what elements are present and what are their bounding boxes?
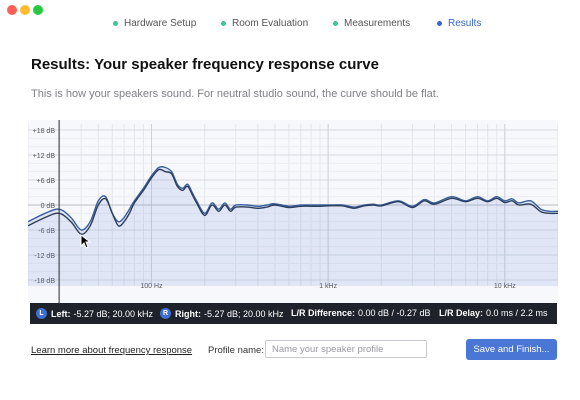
- step-done-dot-icon: [113, 21, 118, 26]
- zoom-window-button[interactable]: [33, 5, 43, 15]
- response-area-fill: [28, 167, 558, 286]
- right-readout: R Right: -5.27 dB; 20.00 kHz: [160, 308, 284, 319]
- diff-label: L/R Difference:: [291, 308, 356, 318]
- left-value: -5.27 dB; 20.00 kHz: [73, 308, 154, 319]
- left-readout: L Left: -5.27 dB; 20.00 kHz: [36, 308, 153, 319]
- y-tick-label: -18 dB: [34, 278, 55, 285]
- chart-svg[interactable]: +18 dB +12 dB +6 dB 0 dB -6 dB -12 dB -18 dB 10…: [28, 120, 558, 303]
- y-tick-label: -12 dB: [34, 253, 55, 260]
- lr-delay-readout: L/R Delay: 0.0 ms / 2.2 ms: [439, 308, 548, 318]
- y-tick-label: +12 dB: [33, 153, 56, 160]
- step-label: Hardware Setup: [124, 18, 197, 29]
- wizard-steps: Hardware Setup Room Evaluation Measureme…: [0, 18, 580, 34]
- step-label: Measurements: [344, 18, 411, 29]
- step-label: Room Evaluation: [232, 18, 309, 29]
- step-done-dot-icon: [221, 21, 226, 26]
- lr-difference-readout: L/R Difference: 0.00 dB / -0.27 dB: [291, 308, 431, 318]
- left-channel-badge: L: [36, 308, 47, 319]
- step-room-evaluation[interactable]: Room Evaluation: [221, 18, 308, 29]
- x-tick-label: 10 kHz: [494, 283, 516, 290]
- step-results[interactable]: Results: [437, 18, 481, 29]
- title-bar: [0, 0, 580, 22]
- close-window-button[interactable]: [7, 5, 17, 15]
- step-active-dot-icon: [437, 21, 442, 26]
- page-subtitle: This is how your speakers sound. For neu…: [31, 88, 439, 100]
- step-label: Results: [448, 18, 482, 29]
- profile-name-label: Profile name:: [208, 345, 264, 356]
- step-measurements[interactable]: Measurements: [333, 18, 410, 29]
- page-title: Results: Your speaker frequency response…: [31, 56, 379, 73]
- y-tick-label: +18 dB: [33, 128, 56, 135]
- mouse-pointer-icon: [80, 234, 92, 249]
- delay-value: 0.0 ms / 2.2 ms: [486, 308, 548, 318]
- x-tick-label: 1 kHz: [319, 283, 337, 290]
- minimize-window-button[interactable]: [20, 5, 30, 15]
- right-value: -5.27 dB; 20.00 kHz: [204, 308, 284, 319]
- series-line-left: [28, 166, 558, 231]
- readout-bar: L Left: -5.27 dB; 20.00 kHz R Right: -5.…: [30, 303, 557, 324]
- step-done-dot-icon: [333, 21, 338, 26]
- right-label: Right:: [175, 308, 201, 319]
- step-hardware-setup[interactable]: Hardware Setup: [113, 18, 196, 29]
- y-tick-label: +6 dB: [37, 178, 56, 185]
- diff-value: 0.00 dB / -0.27 dB: [358, 308, 431, 318]
- profile-name-input[interactable]: [265, 340, 427, 358]
- left-label: Left:: [51, 308, 71, 319]
- series-line-right: [28, 168, 558, 235]
- right-channel-badge: R: [160, 308, 171, 319]
- frequency-response-chart[interactable]: +18 dB +12 dB +6 dB 0 dB -6 dB -12 dB -18 dB 10…: [28, 120, 558, 303]
- learn-more-link[interactable]: Learn more about frequency response: [31, 345, 193, 356]
- delay-label: L/R Delay:: [439, 308, 484, 318]
- x-tick-label: 100 Hz: [140, 283, 163, 290]
- save-and-finish-button[interactable]: Save and Finish...: [466, 339, 557, 360]
- y-tick-label: -6 dB: [38, 228, 55, 235]
- y-tick-label: 0 dB: [41, 203, 56, 210]
